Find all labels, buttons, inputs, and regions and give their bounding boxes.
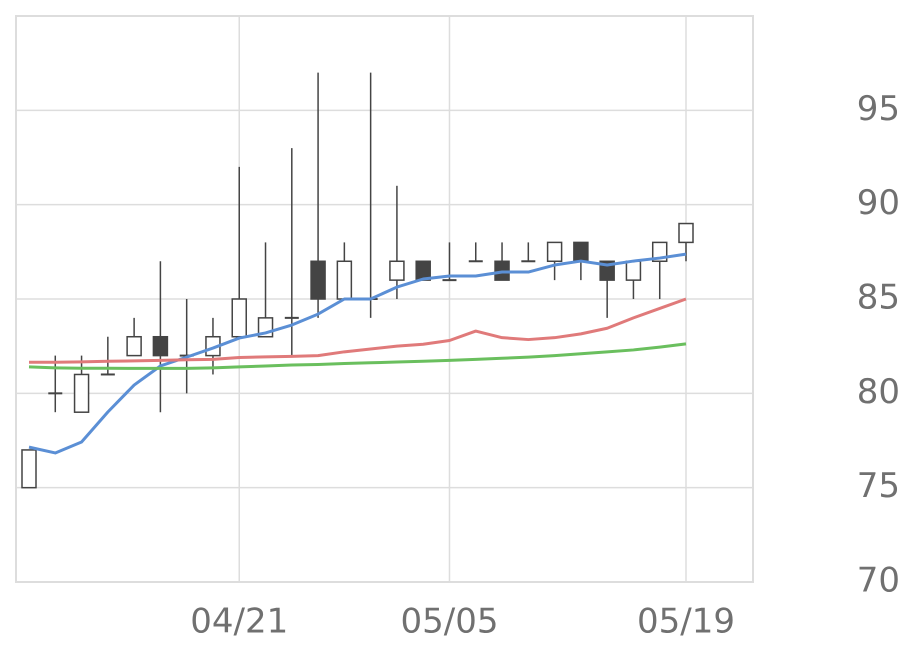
x-tick-label: 05/05 xyxy=(400,602,498,642)
candle-body xyxy=(389,260,405,281)
y-tick-label: 95 xyxy=(857,89,900,129)
y-tick-label: 80 xyxy=(857,372,900,412)
x-tick-label: 05/19 xyxy=(637,602,735,642)
y-tick-label: 70 xyxy=(857,561,900,601)
candle-body xyxy=(152,335,169,357)
moving-average-line xyxy=(29,297,687,364)
y-tick-label: 85 xyxy=(857,278,900,318)
candle-body xyxy=(546,241,563,263)
candle-body xyxy=(625,260,642,281)
candle-body xyxy=(336,260,353,300)
candle-body xyxy=(573,241,589,263)
candle-body xyxy=(73,373,90,413)
moving-average-line xyxy=(28,252,687,455)
candle-body xyxy=(21,449,37,489)
candle-body xyxy=(231,298,247,338)
candle-body xyxy=(126,335,142,357)
candle-body xyxy=(310,260,326,300)
candle-body xyxy=(678,222,694,244)
y-tick-label: 90 xyxy=(857,183,900,223)
y-tick-label: 75 xyxy=(857,466,900,506)
x-tick-label: 04/21 xyxy=(190,602,288,642)
moving-average-line xyxy=(28,342,687,370)
